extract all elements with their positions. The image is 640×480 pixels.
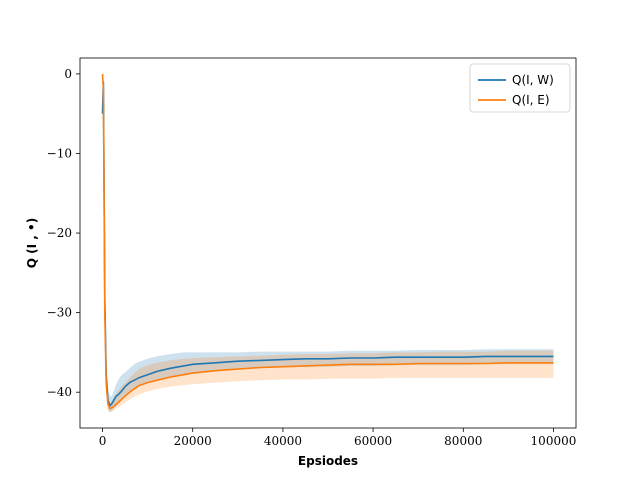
x-tick-label: 80000 <box>444 434 482 448</box>
confidence-bands <box>102 73 554 413</box>
band-series-0 <box>102 73 554 413</box>
x-tick-label: 100000 <box>531 434 577 448</box>
y-tick-label: −40 <box>47 385 72 399</box>
y-axis-label: Q (I , •) <box>25 218 39 268</box>
x-axis-ticks: 0 20000 40000 60000 80000 100000 <box>99 428 577 448</box>
line-series-0 <box>101 81 554 407</box>
y-tick-label: −20 <box>47 226 72 240</box>
y-axis-ticks: 0 −10 −20 −30 −40 <box>47 67 80 399</box>
y-tick-label: −30 <box>47 306 72 320</box>
legend-label: Q(I, E) <box>512 93 550 107</box>
series-lines <box>101 73 554 409</box>
x-tick-label: 0 <box>99 434 107 448</box>
x-tick-label: 40000 <box>264 434 302 448</box>
x-tick-label: 20000 <box>174 434 212 448</box>
legend-label: Q(I, W) <box>512 73 554 87</box>
y-tick-label: −10 <box>47 146 72 160</box>
band-series-1 <box>102 73 554 413</box>
y-tick-label: 0 <box>64 67 72 81</box>
legend: Q(I, W) Q(I, E) <box>469 63 571 113</box>
x-axis-label: Epsiodes <box>298 454 358 468</box>
x-tick-label: 60000 <box>354 434 392 448</box>
plot-frame <box>79 57 577 429</box>
line-series-1 <box>101 73 554 409</box>
